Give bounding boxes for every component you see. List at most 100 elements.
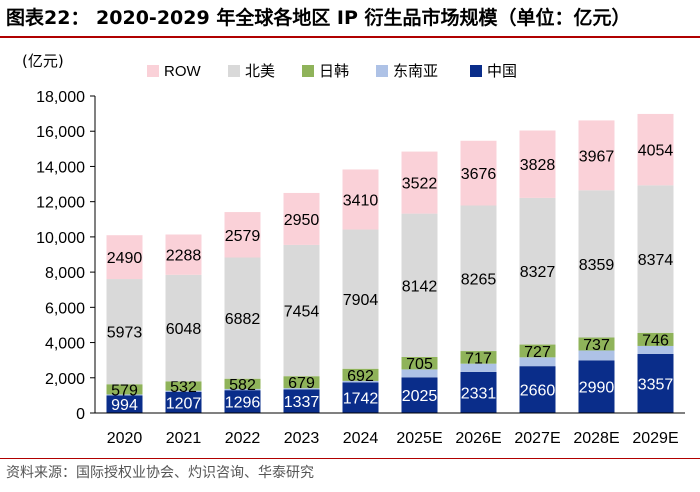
y-tick-label: 10,000 [36,230,85,247]
data-label-china: 1337 [284,394,320,411]
x-tick-label: 2026E [455,430,501,447]
data-label-ROW: 3410 [343,193,379,210]
bar-segment-north_america [283,244,320,377]
data-label-ROW: 3828 [520,157,556,174]
bar-segment-north_america [401,213,438,357]
data-label-north_america: 8142 [402,278,438,295]
data-label-north_america: 8327 [520,264,556,281]
y-tick-label: 6,000 [45,300,85,317]
data-label-china: 1207 [166,395,202,412]
legend-item-japan_korea: 日韩 [302,63,349,80]
bar-segment-china [106,395,143,413]
bar-segment-southeast_asia [224,388,261,391]
y-axis: 0 2,000 4,000 6,000 8,000 10,000 12,000 14,000 1… [36,89,96,423]
y-tick-label: 4,000 [45,336,85,353]
data-label-china: 2025 [402,388,438,405]
bar-segment-japan_korea [460,351,497,364]
bar-stack-2028E: 2990 737 8359 3967 [578,120,615,413]
bar-segment-north_america [578,190,615,338]
x-tick-label: 2028E [573,430,619,447]
legend-item-north_america: 北美 [228,63,275,80]
bar-segment-ROW [637,113,674,186]
legend-label-china: 中国 [487,63,517,80]
legend-swatch-japan_korea [302,65,314,77]
bar-segment-southeast_asia [519,357,556,367]
bar-segment-china [342,382,379,413]
legend-swatch-ROW [147,65,159,77]
x-tick-label: 2029E [632,430,678,447]
title-rule [0,36,700,38]
bar-segment-north_america [106,279,143,385]
bar-segment-north_america [519,197,556,345]
data-label-japan_korea: 737 [583,337,610,354]
bar-segment-north_america [342,229,379,369]
data-label-japan_korea: 582 [229,377,256,394]
x-tick-label: 2024 [343,430,379,447]
legend-item-southeast_asia: 东南亚 [376,63,438,80]
source-rule [0,458,700,459]
legend-swatch-china [470,65,482,77]
stacked-bar-chart: (亿元) ROW 北美 日韩 东南亚 中国 0 2,000 4,000 6,000 8,000 1… [22,52,685,447]
legend-item-ROW: ROW [147,63,202,80]
legend-swatch-southeast_asia [376,65,388,77]
y-tick-label: 8,000 [45,265,85,282]
data-label-china: 1296 [225,395,261,412]
bar-segment-china [165,391,202,413]
bar-segment-china [578,360,615,413]
data-label-japan_korea: 705 [406,356,433,373]
bar-stack-2023: 1337 679 7454 2950 [283,192,320,413]
x-tick-label: 2020 [107,430,143,447]
data-label-china: 3357 [638,376,674,393]
y-tick-label: 0 [76,406,85,423]
bar-segment-ROW [401,151,438,214]
bar-segment-southeast_asia [342,380,379,383]
bar-segment-japan_korea [224,378,261,389]
bar-segment-ROW [224,212,261,258]
bar-segment-north_america [637,185,674,333]
bar-segment-ROW [578,120,615,191]
y-tick-label: 14,000 [36,159,85,176]
data-label-japan_korea: 727 [524,344,551,361]
bar-segment-china [224,390,261,413]
bar-segment-southeast_asia [460,363,497,372]
data-label-ROW: 2288 [166,248,202,265]
data-label-north_america: 8374 [638,252,674,269]
data-label-japan_korea: 679 [288,375,315,392]
bar-segment-china [283,389,320,413]
data-label-japan_korea: 717 [465,350,492,367]
bar-segment-ROW [519,130,556,198]
bar-segment-ROW [342,169,379,230]
bar-segment-ROW [106,235,143,280]
bar-segment-japan_korea [637,332,674,346]
y-tick-label: 16,000 [36,124,85,141]
data-label-ROW: 2579 [225,228,261,245]
bar-segment-southeast_asia [578,350,615,361]
data-label-north_america: 7454 [284,304,320,321]
x-tick-label: 2022 [225,430,261,447]
y-tick-label: 18,000 [36,89,85,106]
data-label-north_america: 7904 [343,292,379,309]
x-tick-label: 2027E [514,430,560,447]
bar-segment-china [519,366,556,413]
bar-segment-japan_korea [165,381,202,391]
legend-label-southeast_asia: 东南亚 [393,63,438,80]
bar-segment-southeast_asia [106,394,143,396]
bar-segment-china [637,353,674,413]
data-label-ROW: 3676 [461,166,497,183]
data-label-ROW: 4054 [638,143,674,160]
bar-stack-2024: 1742 692 7904 3410 [342,169,379,413]
y-tick-label: 12,000 [36,195,85,212]
data-label-japan_korea: 532 [170,379,197,396]
data-label-japan_korea: 579 [111,382,138,399]
bar-segment-japan_korea [401,356,438,370]
bar-segment-ROW [165,234,202,275]
bar-segment-southeast_asia [637,345,674,354]
bar-segment-southeast_asia [165,390,202,392]
chart-title: 图表22： 2020-2029 年全球各地区 IP 衍生品市场规模（单位：亿元） [6,7,631,29]
bar-segment-china [401,377,438,413]
bar-segment-japan_korea [283,376,320,389]
